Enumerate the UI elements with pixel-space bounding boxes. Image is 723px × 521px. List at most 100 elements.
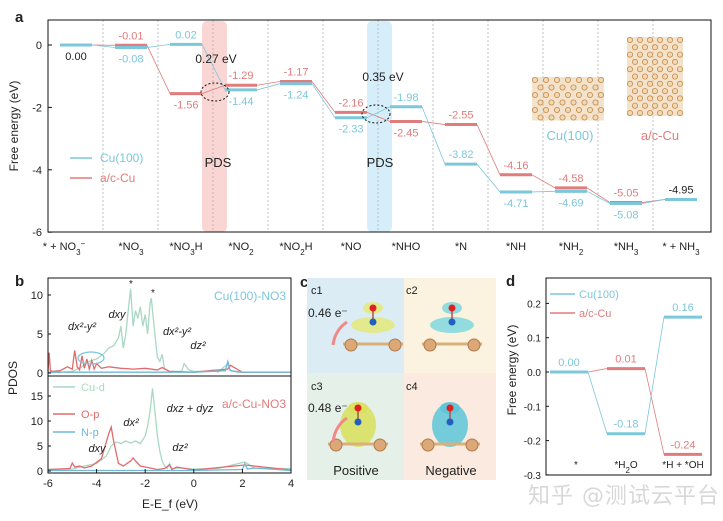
- energy-value-label: -4.71: [503, 198, 528, 210]
- x-category-label: *N: [455, 241, 467, 253]
- panel-label-d: d: [506, 273, 515, 290]
- c3-charge-density-image: [328, 402, 388, 452]
- atom: [677, 110, 684, 117]
- atom: [677, 80, 684, 87]
- c4-charge-density-image: [420, 402, 480, 452]
- atom: [532, 77, 539, 84]
- c3-label: c3: [311, 381, 323, 393]
- atom: [667, 37, 674, 44]
- charge-arrow-1: [331, 320, 348, 346]
- annotation-dz2-b: dz²: [172, 442, 188, 454]
- energy-value-label: 0.00: [65, 51, 86, 63]
- annotation-dx2: dx²: [123, 417, 139, 429]
- connector-line: [587, 368, 608, 373]
- y-tick-label: 0: [37, 466, 43, 478]
- atom: [576, 77, 583, 84]
- annotation-dz2: dz²: [190, 340, 206, 352]
- atom: [637, 37, 644, 44]
- atom: [532, 92, 539, 99]
- y-axis-label: Free energy (eV): [505, 325, 519, 416]
- atom: [647, 51, 654, 58]
- y-tick-label: 0: [36, 40, 42, 52]
- atom: [592, 99, 599, 106]
- connector-line: [531, 190, 556, 193]
- c1-charge-density-image: [343, 302, 403, 352]
- oxygen-atom: [446, 404, 454, 412]
- atom: [548, 84, 555, 91]
- x-category-label: *NO2H: [279, 241, 312, 257]
- energy-value-label: -1.44: [228, 96, 253, 108]
- atom: [647, 37, 654, 44]
- atom: [637, 80, 644, 87]
- c1-label: c1: [311, 285, 323, 297]
- atom: [667, 95, 674, 102]
- x-category-label: *NO2: [228, 241, 254, 257]
- cu-atom: [467, 338, 481, 352]
- y-tick-label: 0.1: [527, 334, 541, 345]
- x-tick-label: -6: [43, 478, 53, 490]
- cu-atom: [423, 338, 437, 352]
- energy-value-label: -1.24: [283, 90, 308, 102]
- energy-value-label: -0.18: [613, 419, 638, 431]
- connector-line: [587, 371, 608, 434]
- atom: [627, 66, 634, 73]
- x-category-label: *NH: [506, 241, 526, 253]
- atom: [598, 77, 605, 84]
- atom: [565, 107, 572, 114]
- x-tick-label: -2: [140, 478, 150, 490]
- lattice-bg: [532, 77, 604, 121]
- y-tick-label: 10: [31, 290, 43, 302]
- peak-star-2: *: [151, 288, 155, 299]
- pds-band-1: [202, 21, 227, 232]
- legend-label-ac-cu: a/c-Cu: [579, 308, 611, 320]
- atom: [543, 77, 550, 84]
- y-tick-label: -2: [32, 102, 42, 114]
- energy-value-label: -1.98: [393, 92, 418, 104]
- atom: [657, 80, 664, 87]
- subplot-title-cu100-no3: Cu(100)-NO3: [214, 289, 286, 303]
- atom: [647, 66, 654, 73]
- energy-value-label: -2.45: [393, 127, 418, 139]
- atom: [543, 92, 550, 99]
- atom: [598, 107, 605, 114]
- legend-label-n-p: N-p: [81, 427, 99, 439]
- atom: [657, 66, 664, 73]
- x-category-label: * + NH3: [662, 241, 700, 257]
- pds1-label: PDS: [205, 155, 232, 170]
- atom: [627, 80, 634, 87]
- energy-value-label: -3.82: [448, 149, 473, 161]
- energy-value-label: -2.33: [338, 124, 363, 136]
- pdos-curve-n-p: [48, 461, 292, 472]
- connector-line: [476, 163, 501, 193]
- atom: [642, 58, 649, 65]
- atom: [677, 66, 684, 73]
- atom: [647, 95, 654, 102]
- energy-value-label: 0.01: [615, 354, 636, 366]
- ac-cu-structure-image: [627, 37, 684, 117]
- atom: [627, 95, 634, 102]
- connector-line: [531, 174, 556, 189]
- connector-line: [201, 84, 226, 95]
- pds-band-2: [367, 21, 392, 232]
- pds1-energy-label: 0.27 eV: [195, 52, 236, 66]
- connector-line: [311, 81, 336, 113]
- connector-line: [644, 317, 665, 434]
- atom: [667, 80, 674, 87]
- energy-value-label: 0.00: [558, 357, 579, 369]
- atom: [662, 58, 669, 65]
- atom: [581, 99, 588, 106]
- connector-line: [366, 106, 391, 119]
- y-tick-label: 0: [37, 368, 43, 380]
- nitrogen-atom: [369, 318, 377, 326]
- atom: [576, 107, 583, 114]
- connector-line: [644, 368, 665, 455]
- x-category-label: *H2O: [614, 460, 638, 475]
- connector-line: [586, 187, 611, 203]
- connector-line: [256, 81, 281, 86]
- connector-line: [421, 106, 446, 165]
- cu100-structure-image: [532, 77, 605, 121]
- atom: [652, 58, 659, 65]
- atom: [677, 95, 684, 102]
- atom: [662, 44, 669, 51]
- annotation-dxy: dxy: [108, 309, 127, 321]
